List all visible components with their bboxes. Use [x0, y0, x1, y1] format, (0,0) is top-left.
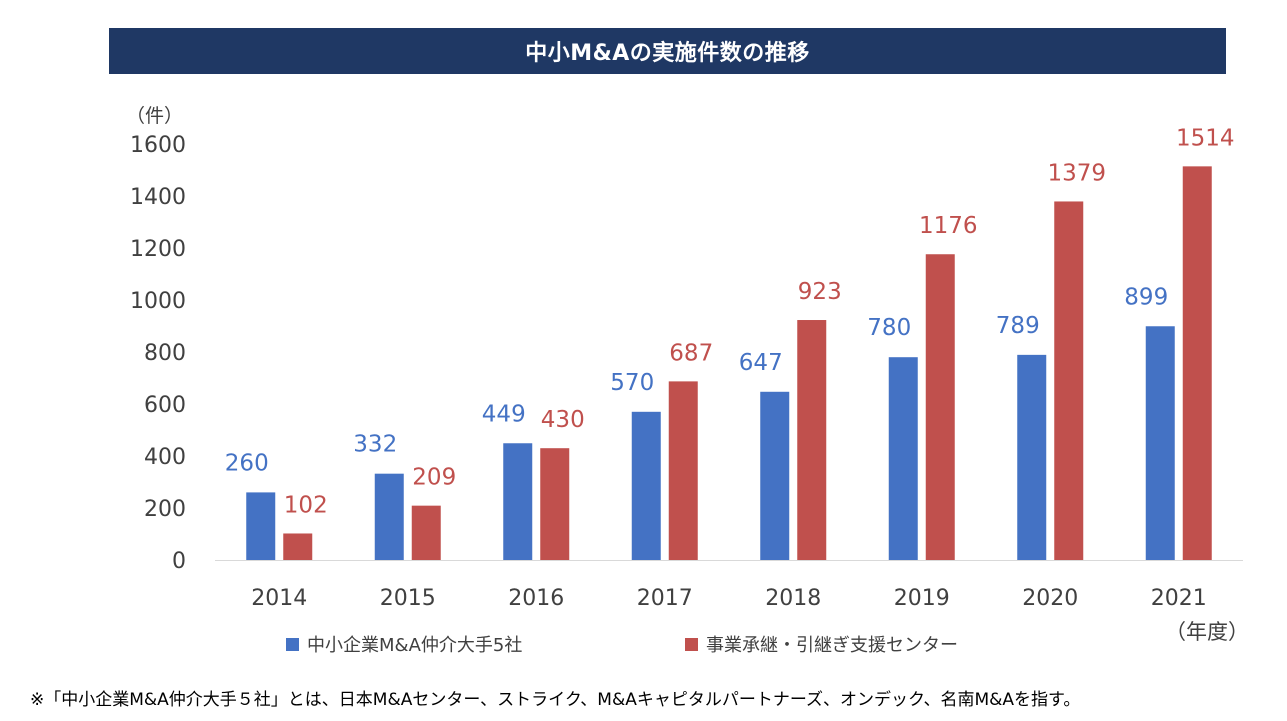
chart-title: 中小M&Aの実施件数の推移 — [109, 28, 1226, 74]
bar-series-1 — [888, 357, 918, 560]
y-tick-label: 800 — [144, 341, 186, 366]
bar-series-2 — [925, 254, 955, 561]
bar-series-1 — [1145, 326, 1175, 560]
bar-series-2 — [283, 533, 313, 560]
legend-swatch-series-1 — [286, 637, 299, 651]
bar-series-2 — [797, 320, 827, 560]
data-label-series-1: 570 — [610, 370, 654, 396]
y-tick-label: 200 — [144, 497, 186, 522]
x-tick-label: 2015 — [380, 586, 436, 611]
data-label-series-2: 1176 — [919, 213, 978, 239]
data-label-series-1: 332 — [353, 432, 397, 458]
data-label-series-2: 923 — [798, 279, 842, 305]
bar-series-1 — [1017, 354, 1047, 560]
legend-item-series-1: 中小企業M&A仲介大手5社 — [286, 631, 522, 657]
bar-series-1 — [760, 391, 790, 560]
x-tick-label: 2019 — [894, 586, 950, 611]
legend-label-series-2: 事業承継・引継ぎ支援センター — [706, 635, 958, 656]
data-label-series-1: 789 — [996, 313, 1040, 339]
data-label-series-1: 647 — [739, 350, 783, 376]
data-label-series-1: 260 — [225, 450, 269, 476]
footnote: ※「中小企業M&A仲介大手５社」とは、日本M&Aセンター、ストライク、M&Aキャ… — [30, 690, 1081, 710]
data-label-series-1: 449 — [482, 401, 526, 427]
data-label-series-2: 1379 — [1047, 160, 1106, 186]
bar-series-1 — [503, 443, 533, 560]
x-tick-label: 2018 — [765, 586, 821, 611]
data-label-series-1: 899 — [1124, 284, 1168, 310]
y-tick-label: 400 — [144, 445, 186, 470]
x-tick-label: 2020 — [1022, 586, 1078, 611]
y-tick-label: 1600 — [130, 133, 186, 158]
bar-series-2 — [540, 448, 570, 560]
x-axis-unit: （年度） — [1165, 620, 1249, 644]
legend-swatch-series-2 — [685, 637, 698, 651]
data-label-series-2: 1514 — [1176, 125, 1235, 151]
x-tick-label: 2014 — [251, 586, 307, 611]
bar-series-1 — [631, 411, 661, 560]
bar-series-2 — [668, 381, 698, 560]
x-tick-label: 2021 — [1151, 586, 1207, 611]
data-label-series-2: 209 — [412, 465, 456, 491]
legend-item-series-2: 事業承継・引継ぎ支援センター — [685, 631, 958, 657]
bar-series-2 — [411, 505, 441, 560]
data-label-series-2: 687 — [669, 340, 713, 366]
bar-series-2 — [1054, 201, 1084, 560]
y-tick-label: 1200 — [130, 237, 186, 262]
y-tick-label: 1000 — [130, 289, 186, 314]
x-tick-label: 2016 — [508, 586, 564, 611]
y-tick-label: 0 — [172, 549, 186, 574]
x-tick-label: 2017 — [637, 586, 693, 611]
legend-label-series-1: 中小企業M&A仲介大手5社 — [307, 635, 523, 656]
y-tick-label: 600 — [144, 393, 186, 418]
data-label-series-2: 430 — [541, 407, 585, 433]
data-label-series-2: 102 — [284, 492, 328, 518]
y-axis-unit: （件） — [126, 105, 184, 127]
bar-series-2 — [1182, 166, 1212, 561]
bar-series-1 — [246, 492, 276, 560]
bar-series-1 — [374, 473, 404, 560]
data-label-series-1: 780 — [867, 315, 911, 341]
y-tick-label: 1400 — [130, 185, 186, 210]
